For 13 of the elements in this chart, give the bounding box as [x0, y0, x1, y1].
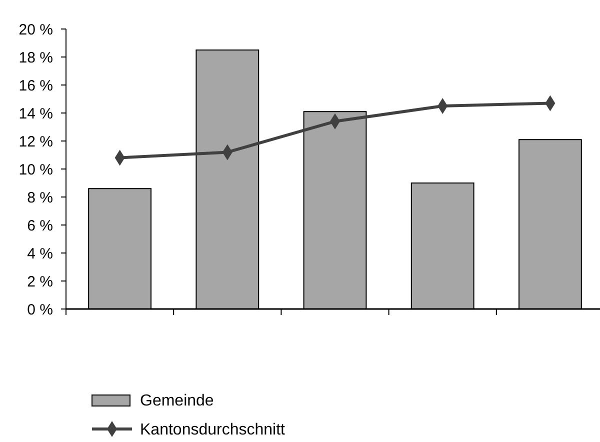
y-tick-label: 12 % [18, 133, 53, 150]
y-tick-label: 10 % [18, 161, 53, 178]
y-tick-label: 20 % [18, 21, 53, 38]
y-tick-label: 8 % [27, 189, 53, 206]
y-tick-label: 18 % [18, 49, 53, 66]
y-tick-label: 0 % [27, 301, 53, 318]
legend-label: Kantonsdurchschnitt [140, 422, 286, 439]
y-tick-label: 2 % [27, 273, 53, 290]
y-tick-label: 16 % [18, 77, 53, 94]
y-tick-label: 14 % [18, 105, 53, 122]
y-tick-label: 6 % [27, 217, 53, 234]
y-tick-label: 4 % [27, 245, 53, 262]
legend-label: Gemeinde [140, 392, 214, 410]
